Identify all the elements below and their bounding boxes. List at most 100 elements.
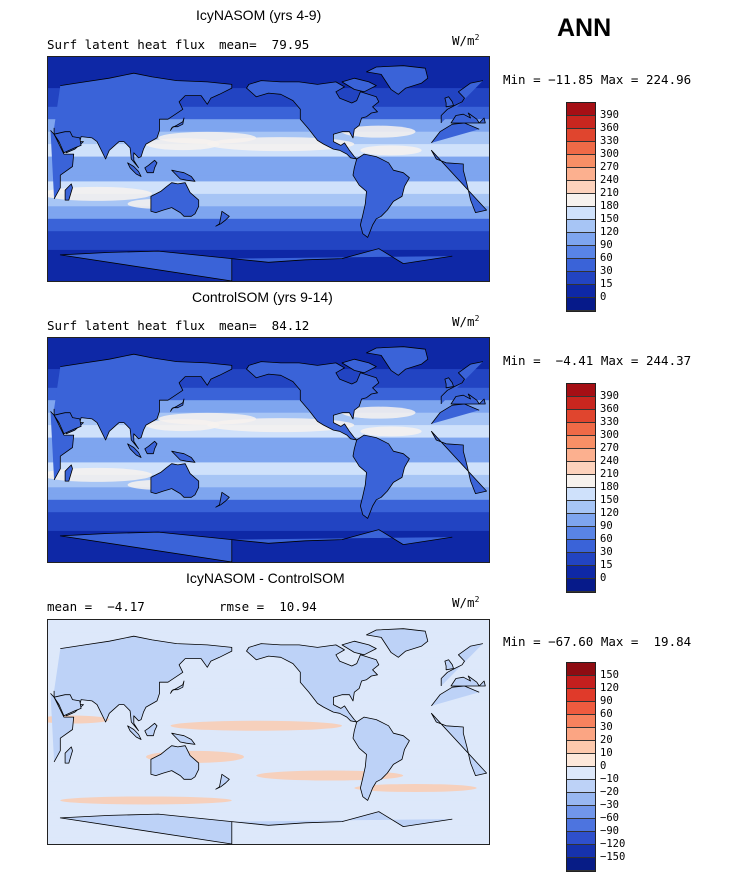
coastline-japan xyxy=(170,117,185,131)
field-band xyxy=(48,249,489,257)
coastline-borneo xyxy=(144,440,158,455)
field-band xyxy=(48,375,489,383)
coastline-arabia_fix xyxy=(53,412,82,435)
colorbar-tick-label: 120 xyxy=(600,682,619,694)
colorbar-tick-label: 90 xyxy=(600,695,613,707)
colorbar-swatch xyxy=(567,233,595,246)
coastline-eurasia xyxy=(53,353,486,450)
field-band xyxy=(48,412,489,420)
field-band xyxy=(48,175,489,182)
colorbar-tick-label: 180 xyxy=(600,200,619,212)
field-band xyxy=(48,812,489,820)
season-label: ANN xyxy=(557,14,612,42)
coastline-australia xyxy=(150,182,200,217)
field-patch xyxy=(342,406,416,419)
panel-3-colorbar xyxy=(566,662,596,872)
colorbar-tick-label: 240 xyxy=(600,455,619,467)
colorbar-swatch xyxy=(567,155,595,168)
colorbar-swatch xyxy=(567,129,595,142)
colorbar-swatch xyxy=(567,116,595,129)
colorbar-tick-label: 270 xyxy=(600,161,619,173)
field-band xyxy=(48,676,489,683)
panel-1-colorbar-labels: 390 360 330 300 270 240 210 180 150 120 90 60 30 15 0 xyxy=(600,109,619,310)
coastline-sumatra xyxy=(127,162,142,177)
field-band xyxy=(48,94,489,102)
colorbar-swatch xyxy=(567,702,595,715)
field-band xyxy=(48,106,489,114)
field-band xyxy=(48,800,489,808)
field-patch xyxy=(170,720,342,731)
coastline-nam xyxy=(246,361,380,441)
field-band xyxy=(48,431,489,439)
coastline-arabia_fix xyxy=(53,131,82,154)
coastline-greenland xyxy=(366,65,429,95)
field-band xyxy=(48,113,489,120)
colorbar-swatch xyxy=(567,540,595,553)
field-band xyxy=(48,156,489,164)
panel-2-map-svg xyxy=(48,338,489,562)
field-band xyxy=(48,400,489,407)
colorbar-tick-label: 210 xyxy=(600,468,619,480)
colorbar-tick-label: 150 xyxy=(600,213,619,225)
panel-2-map xyxy=(47,337,490,563)
field-band xyxy=(48,468,489,476)
coastline-baffin xyxy=(341,640,377,656)
field-band xyxy=(48,682,489,689)
coastline-baffin xyxy=(341,77,377,93)
field-band xyxy=(48,450,489,457)
panel-1-colorbar xyxy=(566,102,596,312)
field-band xyxy=(48,688,489,696)
coastline-layer xyxy=(50,628,487,844)
field-band xyxy=(48,694,489,702)
field-band xyxy=(48,549,489,557)
field-band xyxy=(48,57,489,64)
field-band xyxy=(48,763,489,770)
field-band xyxy=(48,63,489,70)
panel-3-mean-label: mean = −4.17 xyxy=(47,599,145,614)
colorbar-swatch xyxy=(567,858,595,871)
colorbar-swatch xyxy=(567,832,595,845)
colorbar-tick-label: 30 xyxy=(600,265,613,277)
colorbar-tick-label: 20 xyxy=(600,734,613,746)
field-band xyxy=(48,456,489,463)
coastline-newguinea xyxy=(171,732,196,745)
field-band xyxy=(48,356,489,364)
colorbar-tick-label: 10 xyxy=(600,747,613,759)
coastline-australia xyxy=(150,745,200,780)
field-patch xyxy=(146,419,220,432)
field-band xyxy=(48,125,489,133)
field-band xyxy=(48,530,489,538)
field-patch xyxy=(146,138,220,151)
field-band xyxy=(48,700,489,708)
field-band xyxy=(48,206,489,214)
field-band xyxy=(48,707,489,714)
coastline-uk xyxy=(444,377,454,389)
colorbar-tick-label: −60 xyxy=(600,812,619,824)
field-band xyxy=(48,100,489,108)
field-band xyxy=(48,657,489,665)
coastline-sam xyxy=(352,434,410,519)
field-band xyxy=(48,524,489,532)
field-layer xyxy=(48,57,489,281)
field-band xyxy=(48,169,489,176)
colorbar-swatch xyxy=(567,181,595,194)
colorbar-swatch xyxy=(567,527,595,540)
field-band xyxy=(48,119,489,126)
colorbar-tick-label: −10 xyxy=(600,773,619,785)
field-band xyxy=(48,443,489,451)
colorbar-swatch xyxy=(567,384,595,397)
colorbar-tick-label: 300 xyxy=(600,148,619,160)
colorbar-tick-label: 360 xyxy=(600,122,619,134)
panel-3-colorbar-labels: 150 120 90 60 30 20 10 0 −10 −20 −30 −60 −90 −120 −150 xyxy=(600,669,625,870)
field-band xyxy=(48,794,489,801)
coastline-nam xyxy=(246,643,380,723)
colorbar-tick-label: 330 xyxy=(600,416,619,428)
coastline-baffin xyxy=(341,358,377,374)
field-patch xyxy=(60,796,232,805)
panel-2-colorbar-labels: 390 360 330 300 270 240 210 180 150 120 90 60 30 15 0 xyxy=(600,390,619,591)
coastline-madagascar xyxy=(64,746,73,764)
field-band xyxy=(48,626,489,633)
field-band xyxy=(48,231,489,238)
colorbar-tick-label: −90 xyxy=(600,825,619,837)
colorbar-swatch xyxy=(567,501,595,514)
